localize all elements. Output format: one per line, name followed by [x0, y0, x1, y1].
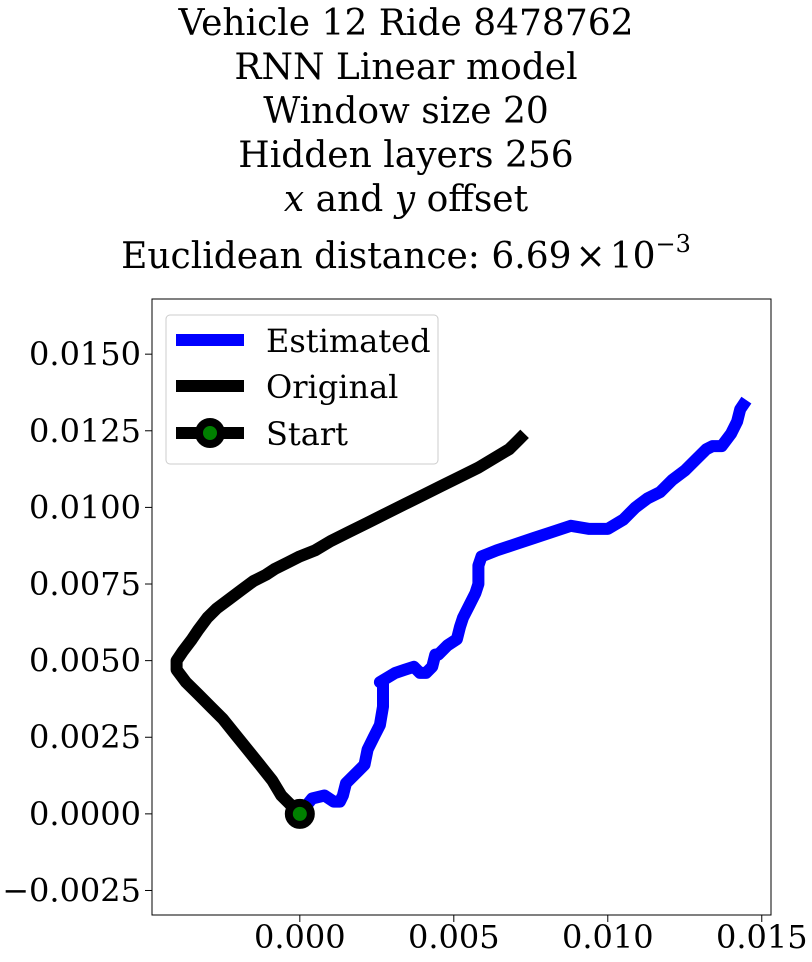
distance-base: 10 — [609, 236, 656, 277]
title-line-6: Euclidean distance: 6.69 × 10−3 — [0, 222, 812, 277]
legend-start-label: Start — [266, 415, 348, 453]
legend-box — [165, 314, 439, 465]
y-tick-label: 0.0125 — [29, 412, 141, 450]
title-line-1: Vehicle 12 Ride 8478762 — [178, 3, 634, 44]
chart-title: Vehicle 12 Ride 8478762 RNN Linear model… — [0, 0, 812, 277]
y-tick-label: −0.0025 — [2, 871, 141, 909]
title-and-text: and — [304, 179, 395, 220]
plot-frame — [151, 298, 772, 916]
title-line-3: Window size 20 — [263, 91, 549, 132]
x-tick-label: 0.010 — [562, 918, 654, 956]
legend: Estimated Original Start — [165, 314, 439, 465]
distance-prefix: Euclidean distance: 6.69 — [121, 236, 572, 277]
x-tick-label: 0.005 — [408, 918, 500, 956]
legend-original-label: Original — [266, 368, 398, 406]
distance-exponent: −3 — [655, 230, 691, 258]
distance-times: × — [575, 236, 606, 277]
y-tick-label: 0.0100 — [29, 488, 141, 526]
title-x-symbol: x — [283, 179, 305, 220]
series-original-line — [170, 429, 529, 819]
series-estimated-line — [295, 396, 752, 818]
y-tick-label: 0.0025 — [29, 718, 141, 756]
y-tick-label: 0.0150 — [29, 335, 141, 373]
title-line-4: Hidden layers 256 — [238, 135, 574, 176]
y-tick-label: 0.0050 — [29, 642, 141, 680]
x-tick-label: 0.000 — [254, 918, 346, 956]
title-line-5: x and y offset — [0, 178, 812, 222]
x-tick-label: 0.015 — [716, 918, 808, 956]
title-y-symbol: y — [394, 179, 416, 220]
title-line-2: RNN Linear model — [234, 47, 578, 88]
legend-estimated-label: Estimated — [266, 322, 431, 360]
start-marker — [284, 798, 315, 829]
y-tick-label: 0.0075 — [29, 565, 141, 603]
y-tick-label: 0.0000 — [29, 795, 141, 833]
legend-start-marker — [195, 418, 225, 448]
title-offset-text: offset — [415, 179, 529, 220]
